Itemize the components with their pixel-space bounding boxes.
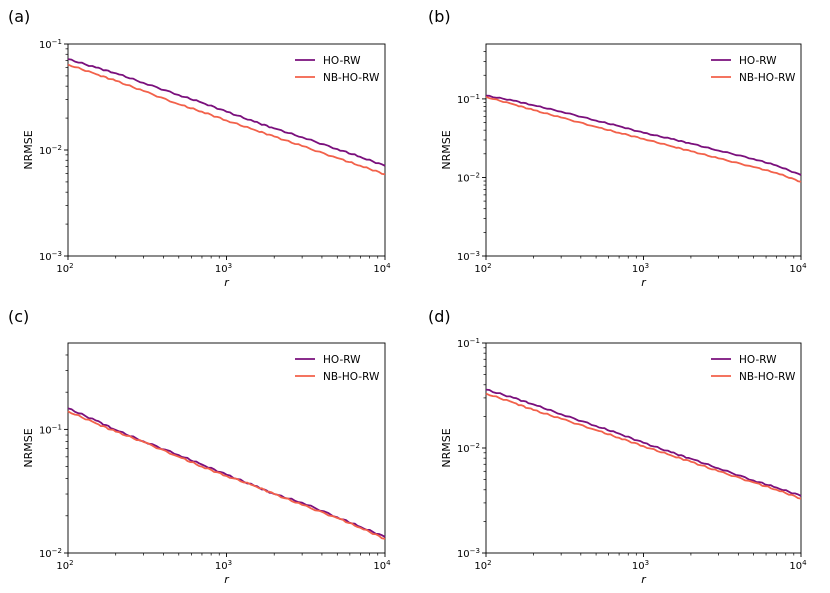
x-tick-label: 102 xyxy=(474,262,491,275)
y-tick-label: 10−2 xyxy=(39,547,62,560)
x-tick-label: 102 xyxy=(474,559,491,572)
y-tick-label: 10−3 xyxy=(457,250,480,263)
x-tick-label: 104 xyxy=(789,262,807,275)
y-tick-label: 10−2 xyxy=(39,144,62,157)
legend-label: NB-HO-RW xyxy=(323,72,380,84)
x-tick-label: 104 xyxy=(789,559,807,572)
x-axis-label: r xyxy=(641,276,647,289)
panel-label: (d) xyxy=(428,307,451,326)
y-tick-label: 10−3 xyxy=(39,250,62,263)
panel-b: (b) 102 103 104 10−3 10−2 10−1 r NRMSE HO-RW NB-HO… xyxy=(428,7,807,289)
x-tick-label: 103 xyxy=(632,559,649,572)
x-axis-label: r xyxy=(224,573,230,586)
y-tick-label: 10−2 xyxy=(457,442,480,455)
series-line-nb-ho-rw xyxy=(67,63,386,176)
series-line-ho-rw xyxy=(485,94,802,176)
series-line-nb-ho-rw xyxy=(67,410,386,540)
legend-label: NB-HO-RW xyxy=(739,72,796,84)
x-tick-label: 103 xyxy=(215,559,232,572)
series-line-nb-ho-rw xyxy=(485,96,802,183)
x-axis-label: r xyxy=(641,573,647,586)
x-tick-label: 104 xyxy=(373,559,391,572)
series-line-ho-rw xyxy=(485,388,802,497)
y-tick-label: 10−1 xyxy=(39,423,62,436)
panel-c: (c) 102 103 104 10−2 10−1 r NRMSE HO-RW NB-HO-RW xyxy=(8,307,391,586)
y-tick-label: 10−1 xyxy=(39,38,62,51)
y-axis-label: NRMSE xyxy=(440,130,453,169)
legend-label: HO-RW xyxy=(739,55,777,67)
legend-label: NB-HO-RW xyxy=(323,371,380,383)
series-line-nb-ho-rw xyxy=(485,392,802,500)
panel-label: (c) xyxy=(8,307,29,326)
panel-a: (a) 102 103 104 10−3 10−2 10−1 r NRMSE HO-RW NB-HO… xyxy=(8,7,391,289)
legend-label: HO-RW xyxy=(323,55,361,67)
panel-d: (d) 102 103 104 10−3 10−2 10−1 r NRMSE HO-RW NB-HO… xyxy=(428,307,807,586)
x-tick-label: 102 xyxy=(56,262,73,275)
x-tick-label: 104 xyxy=(373,262,391,275)
legend-label: NB-HO-RW xyxy=(739,371,796,383)
panel-label: (b) xyxy=(428,7,451,26)
legend-label: HO-RW xyxy=(323,354,361,366)
y-tick-label: 10−1 xyxy=(457,337,480,350)
series-line-ho-rw xyxy=(67,58,386,167)
y-axis-label: NRMSE xyxy=(22,428,35,467)
legend-label: HO-RW xyxy=(739,354,777,366)
x-tick-label: 103 xyxy=(632,262,649,275)
y-axis-label: NRMSE xyxy=(22,130,35,169)
y-tick-label: 10−2 xyxy=(457,171,480,184)
x-axis-label: r xyxy=(224,276,230,289)
y-tick-label: 10−1 xyxy=(457,93,480,106)
y-axis-label: NRMSE xyxy=(440,428,453,467)
panel-label: (a) xyxy=(8,7,30,26)
x-tick-label: 103 xyxy=(215,262,232,275)
y-tick-label: 10−3 xyxy=(457,547,480,560)
x-tick-label: 102 xyxy=(56,559,73,572)
